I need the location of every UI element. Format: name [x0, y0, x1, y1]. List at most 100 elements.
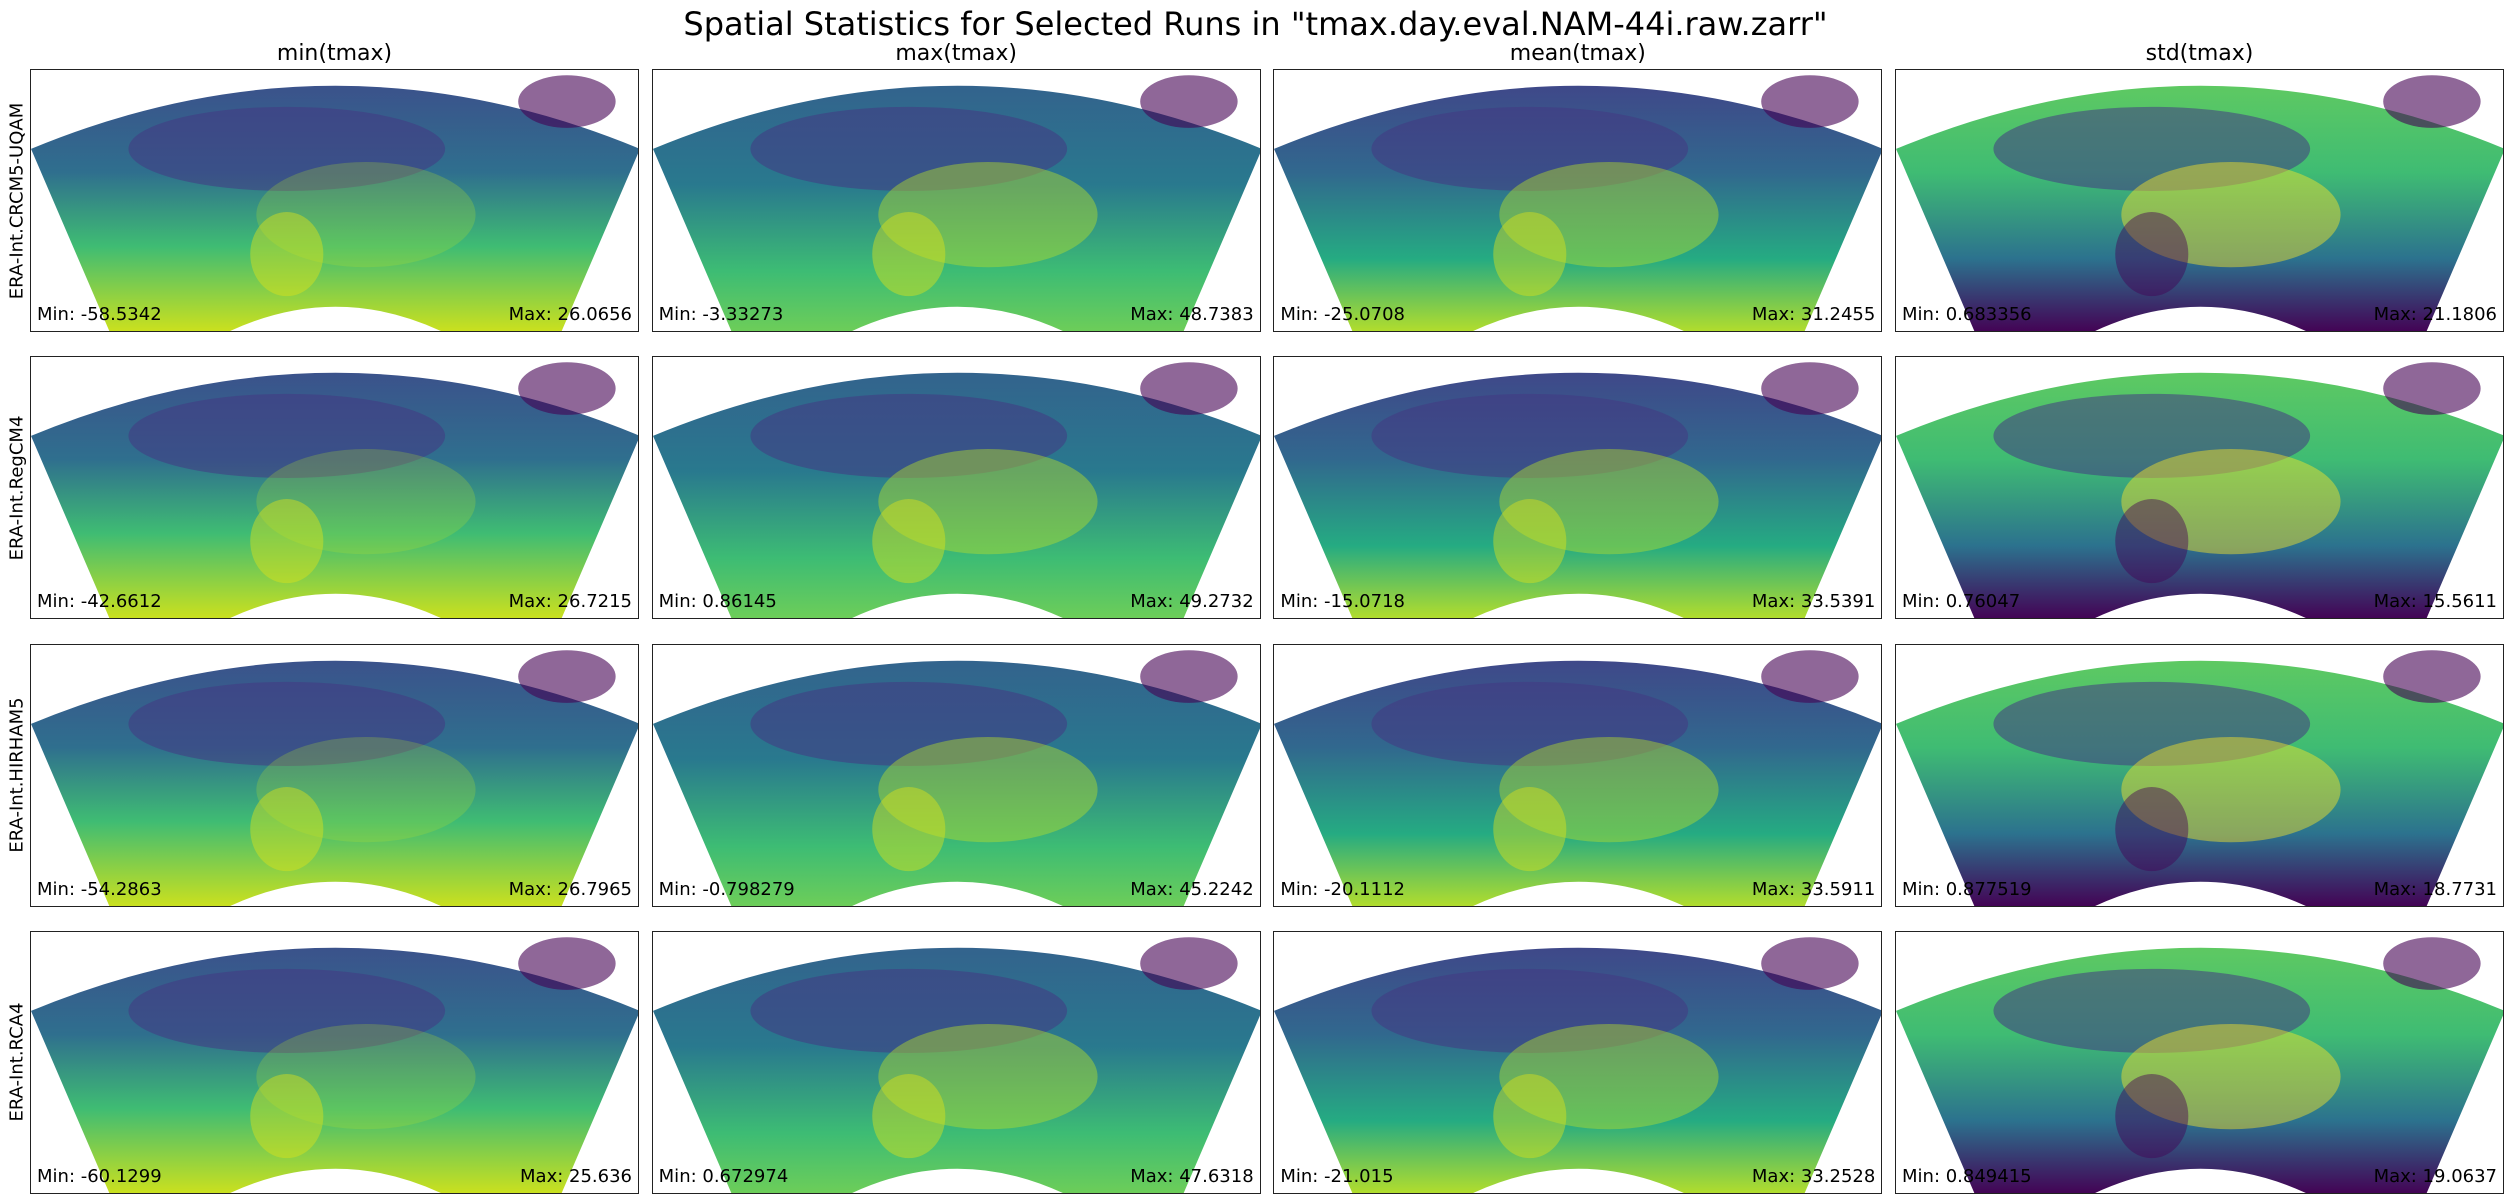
field-feature	[2121, 449, 2341, 555]
field-feature	[1493, 212, 1567, 297]
field-feature	[871, 212, 945, 297]
min-value-label: Min: -20.1112	[1280, 878, 1405, 900]
field-feature	[1761, 362, 1859, 416]
min-value-label: Min: -25.0708	[1280, 304, 1405, 325]
column-title: mean(tmax)	[1509, 41, 1646, 66]
map-panel: Min: 0.849415 Max: 19.0637	[1895, 930, 2504, 1194]
max-value-label: Max: 47.6318	[1130, 1165, 1254, 1187]
min-value-label: Min: -54.2863	[37, 878, 162, 900]
max-value-label: Max: 31.2455	[1751, 304, 1876, 325]
field-feature	[250, 786, 324, 871]
map-field	[31, 937, 638, 1193]
map-panel: Min: 0.76047 Max: 15.5611	[1895, 356, 2504, 620]
map-field	[1274, 937, 1882, 1193]
field-feature	[1993, 681, 2311, 766]
map-panel: Min: -54.2863 Max: 26.7965	[30, 643, 639, 907]
min-value-label: Min: -21.015	[1280, 1165, 1394, 1187]
map-field	[1274, 75, 1882, 331]
max-value-label: Max: 26.0656	[508, 304, 632, 325]
field-feature	[128, 968, 446, 1053]
field-feature	[2383, 75, 2481, 128]
field-feature	[877, 449, 1098, 555]
field-feature	[1761, 75, 1859, 128]
map-panel: Min: -0.798279 Max: 45.2242	[651, 643, 1261, 907]
map-panel: Min: 0.683356 Max: 21.1806	[1895, 69, 2504, 332]
field-feature	[750, 394, 1067, 479]
field-feature	[877, 736, 1098, 842]
field-feature	[1139, 75, 1238, 128]
field-feature	[1139, 362, 1238, 416]
max-value-label: Max: 48.7383	[1130, 304, 1254, 325]
max-value-label: Max: 33.2528	[1751, 1165, 1876, 1187]
min-value-label: Min: 0.849415	[1902, 1165, 2032, 1187]
max-value-label: Max: 25.636	[520, 1165, 632, 1187]
max-value-label: Max: 33.5391	[1751, 591, 1876, 613]
map-panel: Min: -60.1299 Max: 25.636	[30, 930, 639, 1194]
field-feature	[2121, 1024, 2341, 1130]
field-feature	[128, 681, 446, 766]
field-feature	[750, 681, 1067, 766]
field-feature	[128, 106, 446, 191]
map-field	[31, 649, 638, 906]
min-value-label: Min: -3.33273	[658, 304, 784, 325]
field-feature	[1993, 106, 2311, 191]
min-value-label: Min: -60.1299	[37, 1165, 162, 1187]
map-field	[31, 362, 638, 619]
field-feature	[1499, 449, 1719, 555]
row-label: ERA-Int.HIRHAM5	[6, 697, 28, 853]
field-feature	[256, 1024, 476, 1130]
field-feature	[250, 212, 324, 297]
min-value-label: Min: -0.798279	[658, 878, 795, 900]
field-feature	[1139, 649, 1238, 703]
field-feature	[1499, 1024, 1719, 1130]
map-panel: Min: -58.5342 Max: 26.0656	[30, 69, 639, 332]
map-field	[31, 75, 638, 331]
max-value-label: Max: 26.7965	[508, 878, 632, 900]
column-title: min(tmax)	[276, 41, 393, 66]
field-feature	[256, 162, 476, 268]
min-value-label: Min: 0.76047	[1902, 591, 2021, 613]
field-feature	[1371, 681, 1689, 766]
map-field	[1896, 75, 2503, 331]
row-label: ERA-Int.RCA4	[6, 1002, 28, 1122]
map-panel: Min: -25.0708 Max: 31.2455	[1273, 69, 1883, 332]
max-value-label: Max: 33.5911	[1751, 878, 1876, 900]
min-value-label: Min: 0.877519	[1902, 878, 2032, 900]
field-feature	[1761, 937, 1859, 990]
map-panel: Min: 0.877519 Max: 18.7731	[1895, 643, 2504, 907]
field-feature	[256, 736, 476, 842]
map-field	[1896, 937, 2503, 1193]
min-value-label: Min: -58.5342	[37, 304, 162, 325]
map-panel: Min: 0.86145 Max: 49.2732	[651, 356, 1261, 620]
min-value-label: Min: 0.683356	[1902, 304, 2032, 325]
field-feature	[871, 1074, 945, 1159]
field-feature	[518, 649, 616, 703]
field-feature	[877, 1024, 1098, 1130]
field-feature	[518, 75, 616, 128]
field-feature	[1993, 968, 2311, 1053]
field-feature	[871, 786, 945, 871]
field-feature	[2121, 736, 2341, 842]
row-label: ERA-Int.RegCM4	[6, 415, 28, 561]
figure-title: Spatial Statistics for Selected Runs in …	[683, 5, 1828, 43]
field-feature	[2115, 1074, 2189, 1159]
field-feature	[2383, 649, 2481, 703]
map-field	[652, 75, 1260, 331]
column-title: max(tmax)	[895, 41, 1017, 66]
max-value-label: Max: 21.1806	[2373, 304, 2497, 325]
field-feature	[1493, 499, 1567, 584]
map-panel: Min: -42.6612 Max: 26.7215	[30, 356, 639, 620]
field-feature	[1139, 937, 1238, 990]
map-field	[652, 649, 1260, 906]
field-feature	[256, 449, 476, 555]
max-value-label: Max: 15.5611	[2373, 591, 2497, 613]
max-value-label: Max: 18.7731	[2373, 878, 2497, 900]
field-feature	[1761, 649, 1859, 703]
map-field	[1896, 649, 2503, 906]
field-feature	[1371, 394, 1689, 479]
field-feature	[877, 162, 1098, 268]
field-feature	[1493, 1074, 1567, 1159]
map-panel: Min: 0.672974 Max: 47.6318	[651, 930, 1261, 1194]
field-feature	[1499, 162, 1719, 268]
max-value-label: Max: 45.2242	[1130, 878, 1254, 900]
